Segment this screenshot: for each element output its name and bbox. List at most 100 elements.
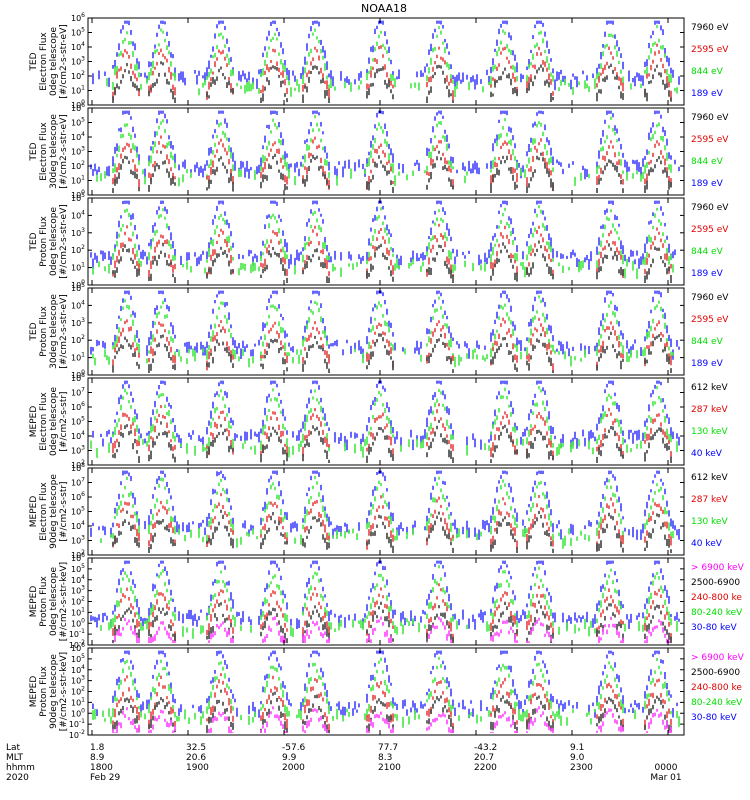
- y-tick-label: 103: [71, 585, 85, 596]
- footer-date-value: Mar 01: [650, 773, 681, 783]
- footer-lat-value: -57.6: [282, 743, 306, 753]
- y-tick-label: 101: [71, 352, 85, 363]
- series-trace-blue: [90, 470, 680, 540]
- series-trace-magenta: [112, 616, 672, 644]
- series-trace-green: [90, 386, 678, 458]
- legend-entry: 80-240 keV: [691, 608, 743, 618]
- footer-mlt-value: 8.3: [378, 753, 392, 763]
- y-axis-label-line: [#/cm2-s-str-eV]: [59, 24, 69, 99]
- y-tick-label: 106: [71, 642, 85, 653]
- y-tick-label: 105: [71, 117, 85, 128]
- y-axis-label-line: [#/cm2-s-str-keV]: [59, 652, 69, 731]
- y-tick-label: 103: [71, 317, 85, 328]
- footer-hhmm-value: 2000: [282, 763, 305, 773]
- y-tick-label: 104: [71, 299, 85, 310]
- y-tick-label: 102: [71, 549, 85, 560]
- panel-6: 102 103 104 105 106 107 108 MEPED Electron Flux 9…: [29, 462, 728, 560]
- panel-1: 100 101 102 103 104 105 106 TED Electron Flux 0de…: [29, 12, 729, 110]
- y-tick-label: 106: [71, 102, 85, 113]
- y-tick-label: 105: [71, 416, 85, 427]
- footer-row-label: MLT: [6, 753, 24, 763]
- y-tick-label: 108: [71, 372, 85, 383]
- y-axis-label-line: Electron Flux: [39, 122, 49, 181]
- y-tick-label: 102: [71, 334, 85, 345]
- footer-row-label: hhmm: [6, 763, 35, 773]
- y-tick-label: 103: [71, 445, 85, 456]
- y-tick-label: 104: [71, 574, 85, 585]
- y-tick-label: 106: [71, 12, 85, 23]
- series-trace-black: [112, 600, 672, 643]
- panel-2: 100 101 102 103 104 105 106 TED Electron Flux 30d…: [29, 102, 729, 200]
- y-tick-label: 103: [71, 675, 85, 686]
- y-axis-label-line: [#/cm2-s-str-eV]: [59, 114, 69, 189]
- y-axis-label-line: 0deg telescope: [49, 567, 59, 637]
- legend-entry: 2595 eV: [691, 135, 729, 145]
- legend-entry: 130 keV: [691, 427, 728, 437]
- y-tick-label: 106: [71, 552, 85, 563]
- footer-lat-value: 32.5: [186, 743, 206, 753]
- panel-frame: [87, 647, 685, 736]
- y-axis-label-line: MEPED: [29, 496, 39, 528]
- legend-entry: 189 eV: [691, 269, 724, 279]
- footer-hhmm-value: 1900: [186, 763, 209, 773]
- y-tick-label: 105: [71, 563, 85, 574]
- y-axis-label-line: MEPED: [29, 586, 39, 618]
- footer-mlt-value: 8.9: [90, 753, 105, 763]
- y-tick-label: 105: [71, 653, 85, 664]
- series-trace-blue: [92, 380, 680, 451]
- panel-frame: [87, 467, 685, 556]
- y-tick-label: 102: [71, 596, 85, 607]
- legend-entry: 80-240 keV: [691, 698, 743, 708]
- legend-entry: 240-800 ke: [691, 683, 742, 693]
- series-trace-black: [112, 61, 672, 103]
- footer-mlt-value: 20.6: [186, 753, 206, 763]
- footer-lat-value: 1.8: [90, 743, 105, 753]
- y-tick-label: 107: [71, 387, 85, 398]
- y-tick-label: 105: [71, 506, 85, 517]
- legend-entry: 2500-6900: [691, 668, 740, 678]
- y-axis-label-line: Proton Flux: [39, 576, 49, 627]
- series-trace-black: [112, 329, 672, 373]
- y-axis-label-line: TED: [29, 142, 39, 161]
- series-trace-red: [112, 673, 672, 733]
- panel-frame: [87, 287, 685, 376]
- panel-frame: [87, 17, 685, 106]
- y-tick-label: 100: [71, 279, 85, 290]
- y-tick-label: 106: [71, 401, 85, 412]
- footer-mlt-value: 9.0: [570, 753, 585, 763]
- y-axis-label-line: 90deg telescope: [49, 654, 59, 729]
- y-tick-label: 100: [71, 369, 85, 380]
- legend-entry: 7960 eV: [691, 113, 729, 123]
- series-trace-blue: [90, 110, 680, 180]
- panel-5: 102 103 104 105 106 107 108 MEPED Electron Flux 0…: [29, 372, 728, 470]
- y-axis-label-line: 30deg telescope: [49, 114, 59, 189]
- y-axis-label-line: 30deg telescope: [49, 294, 59, 369]
- y-tick-label: 104: [71, 664, 85, 675]
- panel-4: 100 101 102 103 104 105 TED Proton Flux 30deg te…: [29, 282, 729, 380]
- y-tick-label: 101: [71, 175, 85, 186]
- footer-hhmm-value: 2200: [474, 763, 497, 773]
- panel-frame: [87, 107, 685, 196]
- legend-entry: 2500-6900: [691, 578, 740, 588]
- series-trace-red: [112, 43, 672, 101]
- y-axis-label-line: 0deg telescope: [49, 387, 59, 457]
- y-tick-label: 101: [71, 606, 85, 617]
- y-tick-label: 105: [71, 27, 85, 38]
- footer-hhmm-value: 2100: [378, 763, 401, 773]
- legend-entry: 612 keV: [691, 473, 728, 483]
- series-trace-green: [96, 115, 672, 187]
- series-trace-black: [112, 150, 672, 193]
- y-tick-label: 104: [71, 41, 85, 52]
- footer-mlt-value: 20.7: [474, 753, 494, 763]
- y-tick-label: 104: [71, 131, 85, 142]
- y-tick-label: 103: [71, 146, 85, 157]
- footer-mlt-value: 9.9: [282, 753, 297, 763]
- series-trace-red: [112, 403, 672, 461]
- footer-lat-value: 77.7: [378, 743, 398, 753]
- legend-entry: 844 eV: [691, 247, 724, 257]
- footer-date-value: Feb 29: [90, 773, 121, 783]
- legend-entry: > 6900 keV: [691, 563, 745, 573]
- y-axis-label-line: Proton Flux: [39, 666, 49, 717]
- y-axis-label-line: TED: [29, 52, 39, 71]
